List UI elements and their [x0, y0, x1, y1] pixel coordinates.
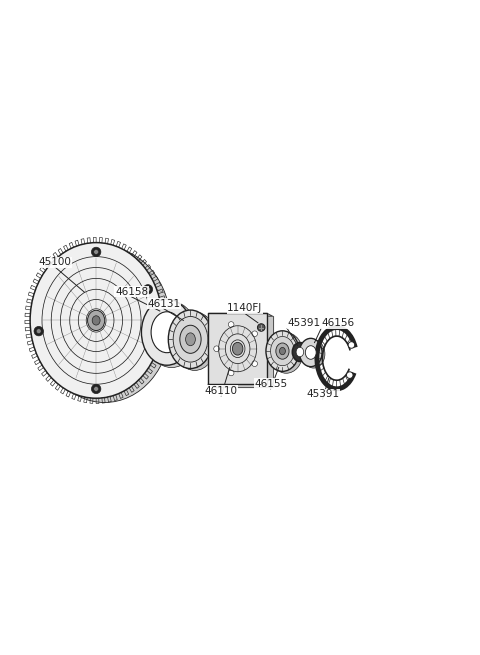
Text: 46131: 46131 [147, 299, 180, 309]
Circle shape [347, 372, 353, 379]
Ellipse shape [172, 312, 217, 371]
Text: 46156: 46156 [321, 318, 354, 328]
Ellipse shape [292, 343, 308, 362]
Circle shape [34, 326, 44, 336]
Text: 45391: 45391 [287, 318, 320, 328]
Text: 46158: 46158 [115, 287, 148, 297]
Ellipse shape [276, 343, 289, 359]
Circle shape [228, 322, 234, 328]
Ellipse shape [305, 346, 316, 360]
Polygon shape [208, 313, 273, 316]
Text: 45391: 45391 [306, 389, 339, 399]
Ellipse shape [92, 316, 100, 325]
Text: 46110: 46110 [204, 386, 238, 396]
Ellipse shape [271, 337, 294, 365]
Ellipse shape [87, 310, 105, 331]
Circle shape [36, 329, 41, 333]
Circle shape [94, 386, 98, 391]
Circle shape [214, 346, 219, 352]
Ellipse shape [142, 299, 192, 365]
Ellipse shape [173, 316, 208, 362]
Ellipse shape [302, 340, 325, 368]
Ellipse shape [146, 301, 197, 367]
Circle shape [228, 370, 234, 376]
Circle shape [91, 384, 101, 394]
Ellipse shape [279, 347, 286, 355]
Circle shape [143, 285, 153, 294]
Text: 45100: 45100 [39, 257, 72, 267]
Circle shape [94, 250, 98, 254]
Ellipse shape [186, 333, 195, 346]
Circle shape [348, 342, 355, 348]
Ellipse shape [266, 331, 299, 371]
Ellipse shape [156, 314, 187, 355]
Text: 1140FJ: 1140FJ [227, 303, 263, 313]
Polygon shape [208, 313, 267, 384]
Circle shape [257, 324, 265, 331]
Circle shape [145, 287, 150, 291]
Ellipse shape [232, 343, 243, 355]
Circle shape [252, 361, 257, 367]
Ellipse shape [30, 242, 162, 398]
Text: 46155: 46155 [254, 379, 287, 389]
Ellipse shape [151, 312, 183, 352]
Circle shape [252, 331, 257, 337]
Ellipse shape [270, 333, 303, 373]
Polygon shape [214, 316, 273, 387]
Ellipse shape [168, 310, 213, 369]
Ellipse shape [300, 339, 322, 367]
Circle shape [91, 247, 101, 257]
Ellipse shape [296, 347, 304, 357]
Ellipse shape [38, 247, 171, 402]
Ellipse shape [180, 326, 201, 353]
